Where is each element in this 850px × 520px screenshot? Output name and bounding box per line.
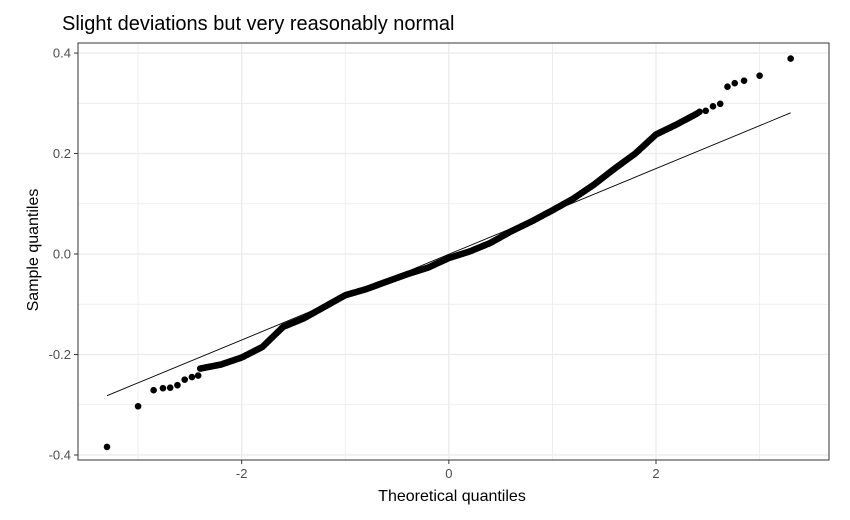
y-tick-label: 0.2 bbox=[53, 146, 71, 161]
sample-point bbox=[181, 376, 188, 383]
sample-point bbox=[135, 403, 142, 410]
sample-point bbox=[189, 374, 196, 381]
sample-point bbox=[724, 83, 731, 90]
sample-point bbox=[174, 382, 181, 389]
sample-point bbox=[104, 444, 111, 451]
x-axis-title: Theoretical quantiles bbox=[378, 488, 526, 505]
sample-point bbox=[741, 77, 748, 84]
y-tick-label: 0.4 bbox=[53, 46, 71, 61]
y-tick-label: -0.2 bbox=[49, 347, 71, 362]
y-tick-label: -0.4 bbox=[49, 447, 71, 462]
sample-point bbox=[150, 387, 157, 394]
x-tick-label: 0 bbox=[445, 466, 452, 481]
x-tick-label: 2 bbox=[652, 466, 659, 481]
x-tick-label: -2 bbox=[236, 466, 248, 481]
sample-point bbox=[702, 108, 709, 115]
sample-point bbox=[731, 80, 738, 87]
sample-point bbox=[756, 72, 763, 79]
sample-point bbox=[787, 55, 794, 62]
sample-point bbox=[160, 385, 167, 392]
sample-point bbox=[195, 372, 202, 379]
y-tick-label: 0.0 bbox=[53, 247, 71, 262]
sample-point bbox=[696, 109, 703, 116]
sample-point bbox=[167, 384, 174, 391]
y-axis-title: Sample quantiles bbox=[25, 189, 42, 312]
chart-title: Slight deviations but very reasonably no… bbox=[62, 13, 454, 35]
sample-point bbox=[717, 100, 724, 107]
sample-point bbox=[710, 103, 717, 110]
